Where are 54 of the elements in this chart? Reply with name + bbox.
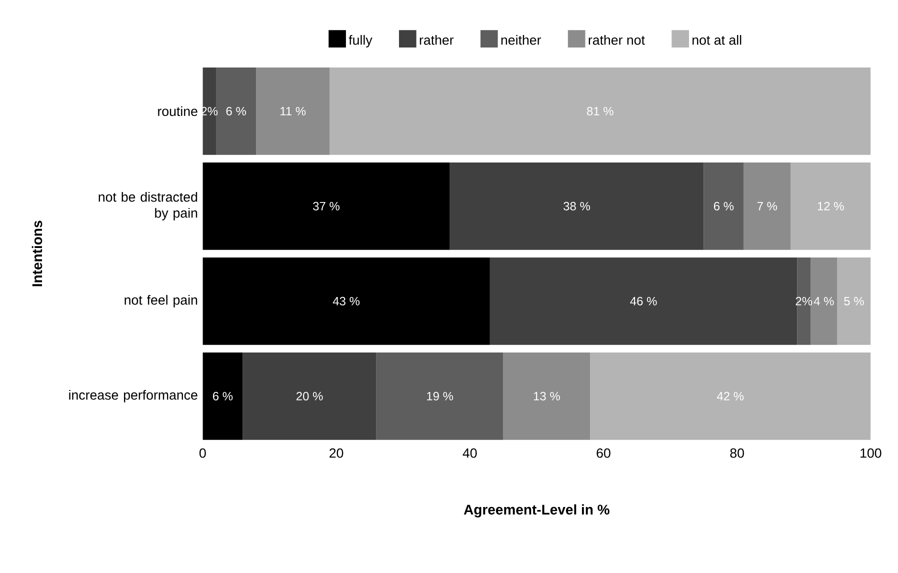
data-label: 5 % [844, 296, 864, 306]
x-tick-label: 20 [330, 448, 344, 458]
bar [202, 352, 243, 440]
data-label: 6 % [212, 392, 233, 400]
bar [503, 352, 590, 440]
data-label: 7 % [757, 202, 778, 210]
data-label: 4 % [814, 296, 834, 306]
y-tick-label: not feel pain [124, 294, 198, 308]
data-label: 46 % [630, 296, 657, 306]
bar [837, 257, 871, 345]
bar [590, 352, 871, 440]
bar [202, 162, 450, 250]
data-label: 42 % [716, 392, 744, 400]
bar [202, 67, 216, 155]
bar [216, 67, 256, 155]
bar [330, 67, 871, 155]
legend-label: fully [348, 35, 372, 48]
data-label: 13 % [534, 392, 560, 400]
bar [810, 257, 838, 345]
data-label: 81 % [586, 106, 614, 116]
data-label: 38 % [564, 202, 590, 210]
bar [202, 257, 490, 345]
x-tick-label: 100 [860, 448, 882, 458]
data-label: 37 % [313, 202, 340, 210]
y-tick-label: routine [158, 106, 198, 116]
bar [242, 352, 376, 440]
x-tick-label: 40 [462, 448, 477, 458]
y-tick-label: not be distracted by pain [98, 192, 198, 220]
legend-label: neither [501, 35, 542, 45]
x-tick-label: 80 [730, 448, 744, 458]
x-tick-label: 0 [199, 448, 206, 458]
bar [450, 162, 704, 250]
y-tick-label: increase performance [69, 390, 198, 402]
legend-label: rather [420, 35, 454, 45]
legend-label: rather not [588, 35, 645, 45]
data-label: 6 % [226, 106, 246, 116]
data-label: 11 % [280, 106, 306, 116]
bar [490, 257, 798, 345]
bar [797, 257, 811, 345]
bar [790, 162, 871, 250]
data-label: 2% [796, 296, 812, 306]
bar [744, 162, 791, 250]
data-label: 43 % [332, 296, 360, 306]
data-label: 20 % [296, 392, 323, 400]
x-tick-label: 60 [596, 448, 610, 458]
data-label: 19 % [427, 392, 454, 400]
data-label: 12 % [818, 202, 844, 210]
bar [704, 162, 744, 250]
bar [376, 352, 504, 440]
y-axis-title: Intentions [32, 220, 42, 286]
x-axis-title: Agreement-Level in % [464, 504, 610, 518]
data-label: 6 % [714, 202, 734, 210]
legend-label: not at all [692, 35, 742, 45]
bar [256, 67, 330, 155]
